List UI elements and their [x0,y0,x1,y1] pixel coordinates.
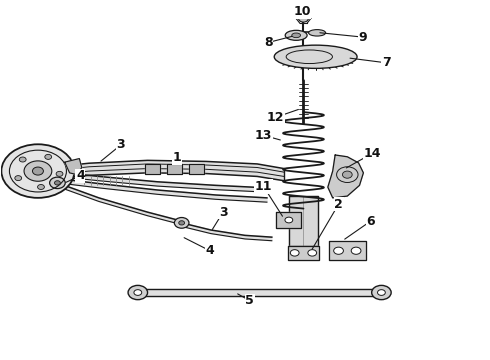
Polygon shape [38,160,284,181]
Ellipse shape [309,30,326,36]
Text: 5: 5 [245,294,254,307]
Circle shape [56,171,63,176]
Ellipse shape [285,30,307,40]
Text: 14: 14 [364,147,381,160]
Text: 7: 7 [382,56,391,69]
Text: 4: 4 [205,244,214,257]
Text: 6: 6 [367,215,375,228]
Circle shape [24,161,52,181]
Circle shape [1,144,74,198]
Circle shape [308,249,317,256]
Circle shape [19,157,26,162]
Polygon shape [145,164,160,174]
Text: 3: 3 [117,139,125,152]
Polygon shape [57,172,267,192]
Circle shape [174,217,189,228]
Circle shape [179,221,185,225]
Circle shape [54,181,60,185]
Ellipse shape [292,33,300,38]
Text: 11: 11 [255,180,272,193]
Circle shape [298,15,308,22]
Circle shape [372,285,391,300]
Circle shape [334,247,343,254]
Circle shape [343,171,352,178]
Polygon shape [288,246,319,260]
Circle shape [134,290,142,296]
Text: 3: 3 [219,206,227,219]
Circle shape [351,247,361,254]
Circle shape [15,176,22,181]
Circle shape [32,167,44,175]
Polygon shape [328,155,364,198]
Circle shape [290,249,299,256]
Polygon shape [57,179,267,202]
Circle shape [38,184,45,189]
Polygon shape [182,223,272,241]
Polygon shape [138,289,381,296]
Text: 4: 4 [76,169,85,182]
Polygon shape [57,183,182,225]
Text: 13: 13 [255,129,272,142]
Text: 8: 8 [264,36,273,49]
Polygon shape [65,158,82,175]
Ellipse shape [274,45,357,68]
Circle shape [128,285,147,300]
Polygon shape [329,241,366,260]
Polygon shape [289,196,318,246]
Circle shape [45,154,51,159]
Text: 2: 2 [334,198,343,211]
Polygon shape [167,164,182,174]
Polygon shape [276,212,301,228]
Circle shape [377,290,385,296]
Text: 12: 12 [267,111,284,124]
Text: 1: 1 [172,151,181,164]
Circle shape [285,217,293,223]
Circle shape [49,177,65,189]
Text: 10: 10 [293,5,311,18]
Text: 9: 9 [359,31,367,44]
Polygon shape [189,164,203,174]
